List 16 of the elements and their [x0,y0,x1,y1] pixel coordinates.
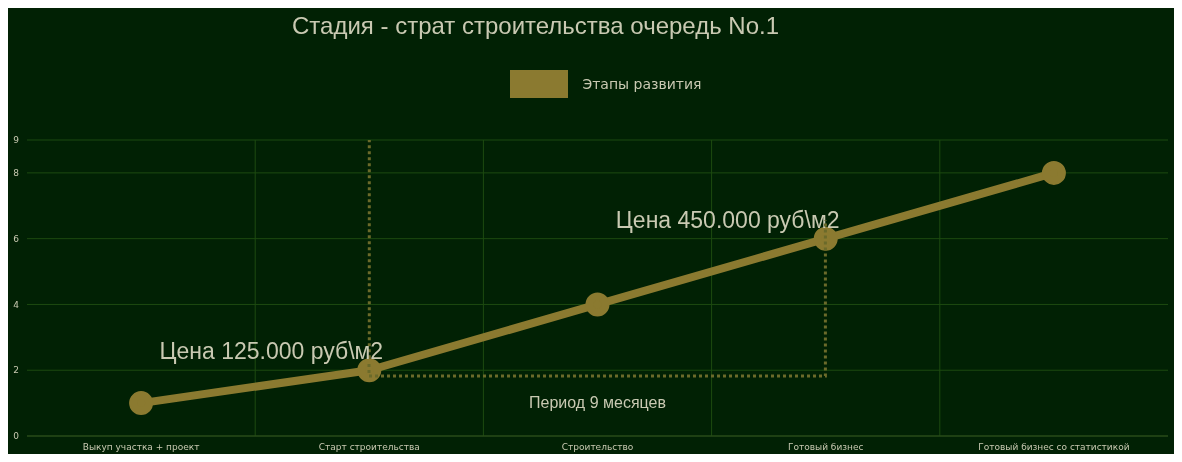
x-tick-label: Готовый бизнес [787,442,864,453]
y-tick-label: 9 [13,135,20,146]
y-tick-label: 8 [13,168,20,179]
y-tick-label: 0 [13,431,20,442]
annotation: Период 9 месяцев [529,394,666,412]
x-tick-label: Готовый бизнес со статистикой [978,442,1130,453]
x-tick-label: Выкуп участка + проект [82,442,200,453]
y-tick-label: 6 [13,233,20,244]
legend-label: Этапы развития [582,76,702,92]
y-tick-label: 4 [13,299,20,310]
annotation: Цена 450.000 руб\м2 [615,206,840,233]
chart-title: Стадия - страт строительства очередь No.1 [292,12,780,40]
x-tick-label: Старт строительства [318,442,420,453]
y-tick-label: 2 [13,365,19,376]
x-tick-label: Строительство [561,442,634,453]
annotation: Цена 125.000 руб\м2 [159,338,384,365]
